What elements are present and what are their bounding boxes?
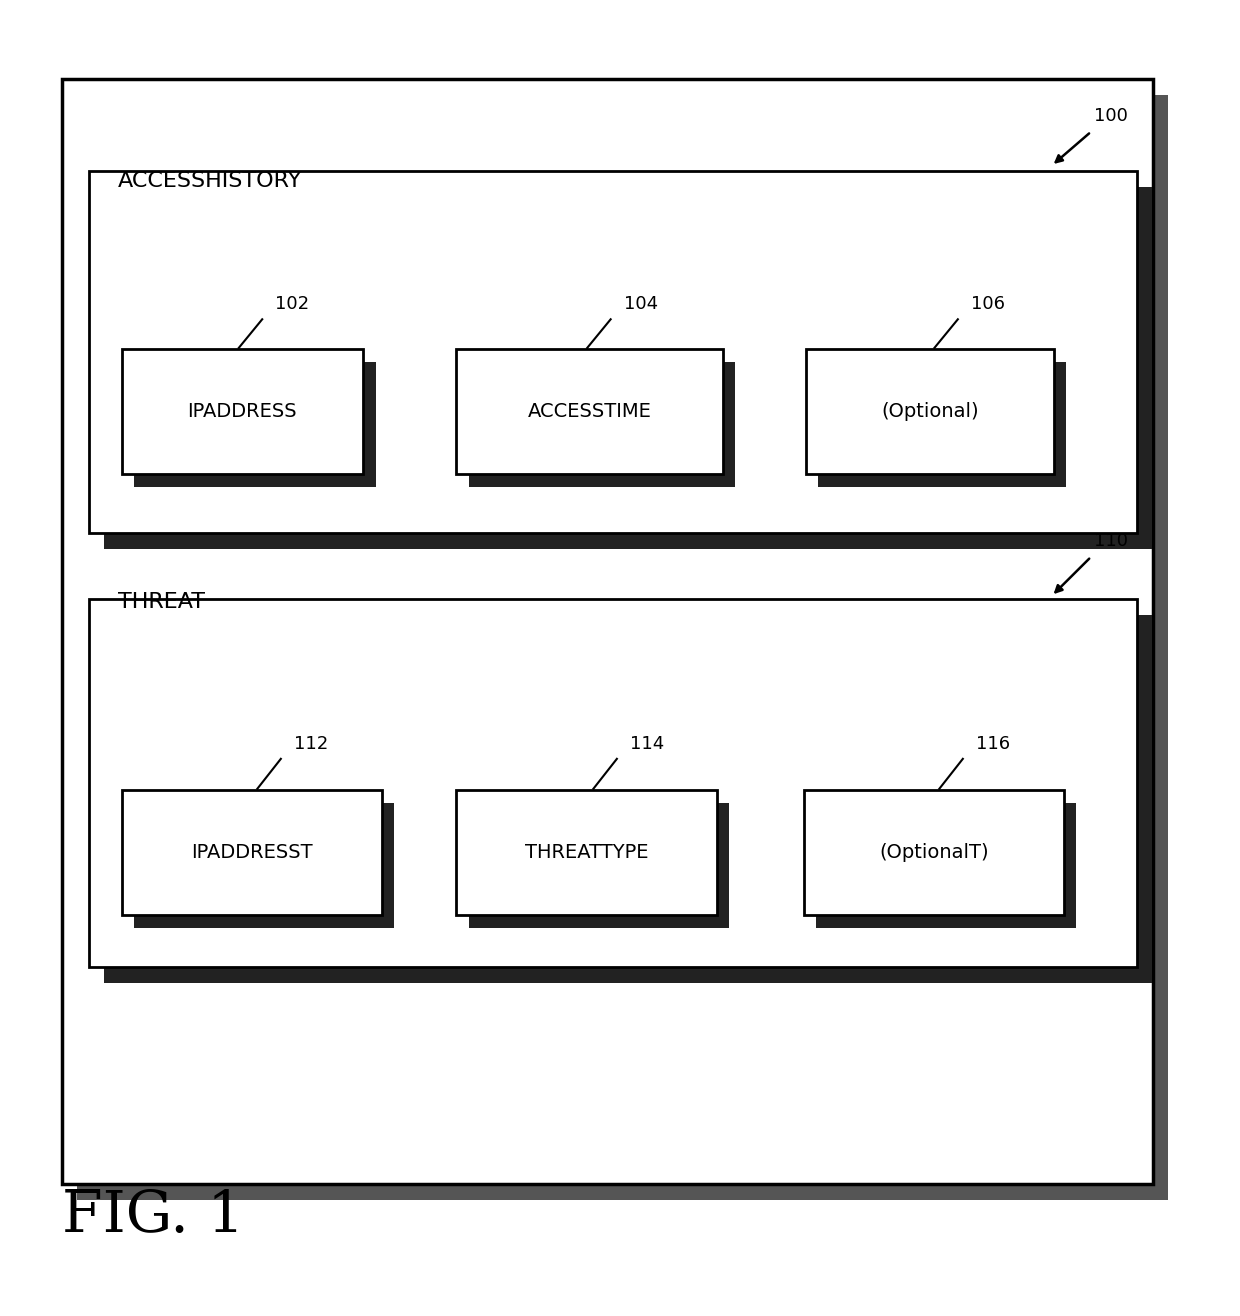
Bar xyxy=(818,362,1066,487)
Bar xyxy=(122,349,363,474)
Text: 114: 114 xyxy=(630,734,665,753)
Text: 110: 110 xyxy=(1094,532,1127,550)
Text: (OptionalT): (OptionalT) xyxy=(879,842,988,862)
Bar xyxy=(469,803,729,928)
Text: 102: 102 xyxy=(275,295,310,313)
Text: ACCESSHISTORY: ACCESSHISTORY xyxy=(118,171,303,191)
Bar xyxy=(804,790,1064,915)
Text: 104: 104 xyxy=(624,295,658,313)
Bar xyxy=(77,95,1168,1200)
Bar xyxy=(89,599,1137,967)
Bar xyxy=(456,349,723,474)
Bar xyxy=(62,79,1153,1184)
Bar xyxy=(104,187,1152,549)
Bar xyxy=(134,362,376,487)
Bar xyxy=(134,803,394,928)
Bar xyxy=(469,362,735,487)
Text: IPADDRESS: IPADDRESS xyxy=(187,401,298,421)
Text: THREATTYPE: THREATTYPE xyxy=(525,842,649,862)
Bar xyxy=(806,349,1054,474)
Bar xyxy=(816,803,1076,928)
Bar xyxy=(89,171,1137,533)
Text: FIG. 1: FIG. 1 xyxy=(62,1187,244,1244)
Text: 106: 106 xyxy=(971,295,1004,313)
Text: THREAT: THREAT xyxy=(118,592,205,612)
Bar xyxy=(456,790,717,915)
Bar xyxy=(122,790,382,915)
Text: ACCESSTIME: ACCESSTIME xyxy=(528,401,651,421)
Bar xyxy=(104,615,1152,983)
Text: IPADDRESST: IPADDRESST xyxy=(191,842,312,862)
Text: (Optional): (Optional) xyxy=(882,401,978,421)
Text: 116: 116 xyxy=(976,734,1011,753)
Text: 100: 100 xyxy=(1094,107,1127,125)
Text: 112: 112 xyxy=(294,734,329,753)
